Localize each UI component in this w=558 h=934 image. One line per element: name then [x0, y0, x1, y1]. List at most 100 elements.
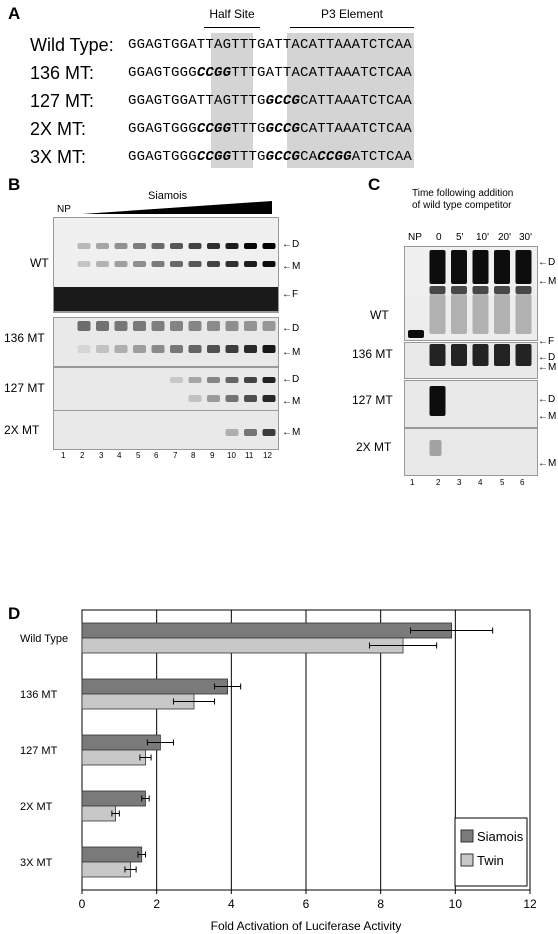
lane-numbers-b: 1 2 3 4 5 6 7 8 9 10 11 12: [53, 451, 277, 463]
band-m: [133, 261, 146, 267]
mark-c-wt-d: ←D: [538, 257, 556, 268]
row-label-b-136mt: 136 MT: [4, 331, 45, 345]
x-tick-label: 6: [303, 897, 310, 911]
band-d: [451, 250, 467, 284]
lane-number: 3: [99, 451, 104, 460]
gel-b-bands: [77, 243, 276, 436]
lane-number: 4: [117, 451, 122, 460]
lane-number: 10: [227, 451, 236, 460]
gel-b-127mt: [53, 367, 279, 411]
band-136m: [77, 345, 91, 353]
mark-b-wt-d: ←D: [282, 239, 300, 250]
category-label: Wild Type: [20, 633, 68, 645]
band-127: [170, 377, 183, 383]
band-127: [188, 377, 202, 383]
mark-c-127-m: ←M: [538, 411, 557, 422]
band-m: [188, 261, 202, 267]
band-136m: [262, 345, 276, 353]
lane-number: 1: [410, 478, 415, 487]
band-136m: [244, 345, 257, 353]
lane-number: 12: [263, 451, 272, 460]
band-136m: [170, 345, 183, 353]
smear: [494, 294, 510, 334]
mark-c-wt-f: ←F: [538, 336, 555, 347]
band-136: [244, 321, 257, 331]
band-127: [262, 377, 276, 383]
x-axis-label: Fold Activation of Luciferase Activity: [211, 919, 402, 933]
band-d: [96, 243, 109, 249]
gel-b-2xmt: [53, 410, 279, 450]
x-tick-label: 0: [79, 897, 86, 911]
band-d: [262, 243, 276, 249]
category-label: 2X MT: [20, 801, 53, 813]
row-label-c-136mt: 136 MT: [352, 347, 393, 361]
lane-number: 9: [210, 451, 215, 460]
lane-number: 2: [80, 451, 85, 460]
mark-c-2x-m: ←M: [538, 458, 557, 469]
band-m: [451, 286, 467, 294]
band-f: [408, 330, 424, 338]
bar-twin: [81, 805, 116, 822]
panel-letter-d: D: [8, 604, 21, 623]
band-136: [114, 321, 128, 331]
row-label-c-2xmt: 2X MT: [356, 440, 392, 454]
sequence-row: GGAGTGGATTAGTTTGATTACATTAAATCTCAA: [128, 37, 412, 53]
panel-c-title-line2: of wild type competitor: [412, 200, 512, 211]
seq-label-wild-type: Wild Type:: [30, 35, 114, 55]
mark-b-136-m: ←M: [282, 347, 301, 358]
row-label-b-2xmt: 2X MT: [4, 423, 40, 437]
band-127m: [207, 395, 220, 402]
band-136m: [188, 345, 202, 353]
band-m: [151, 261, 165, 267]
band-127: [244, 377, 257, 383]
lane-number: 8: [191, 451, 196, 460]
band-2x: [262, 429, 276, 436]
band-m: [207, 261, 220, 267]
x-tick-label: 4: [228, 897, 235, 911]
band-127: [429, 386, 446, 416]
x-tick-label: 10: [449, 897, 463, 911]
lane-number: 4: [478, 478, 483, 487]
seq-label-3xmt: 3X MT:: [30, 147, 87, 167]
gel-c-wt-lower: [404, 296, 538, 341]
band-136m: [151, 345, 165, 353]
band-m: [515, 286, 532, 294]
bar-twin: [81, 637, 404, 654]
row-label-b-127mt: 127 MT: [4, 381, 45, 395]
lane-number: 7: [173, 451, 178, 460]
band-2x: [244, 429, 257, 436]
band-136: [429, 344, 446, 366]
mark-c-127-d: ←D: [538, 394, 556, 405]
band-136: [225, 321, 239, 331]
bar-twin: [81, 749, 146, 766]
band-136: [170, 321, 183, 331]
band-m: [96, 261, 109, 267]
panel-c-title-line1: Time following addition: [412, 188, 514, 199]
mark-b-127-m: ←M: [282, 396, 301, 407]
mark-b-127-d: ←D: [282, 374, 300, 385]
mark-c-wt-m: ←M: [538, 276, 557, 287]
lane-header-np: NP: [408, 232, 422, 243]
siamois-gradient-wedge: [82, 201, 272, 214]
seq-label-127mt: 127 MT:: [30, 91, 95, 111]
sequence-row: GGAGTGGGCCGGTTTGATTACATTAAATCTCAA: [128, 65, 412, 81]
lane-number: 6: [154, 451, 159, 460]
x-tick-label: 12: [523, 897, 537, 911]
row-label-b-wt: WT: [30, 256, 49, 270]
band-d: [151, 243, 165, 249]
band-127m: [225, 395, 239, 402]
legend-swatch: [460, 853, 474, 867]
lane-numbers-c: 1 2 3 4 5 6: [404, 478, 536, 490]
gel-b-wt-free-band: [53, 287, 279, 312]
band-136: [451, 344, 467, 366]
band-127m: [244, 395, 257, 402]
band-136: [494, 344, 510, 366]
band-127: [225, 377, 239, 383]
lane-number: 1: [61, 451, 66, 460]
lane-number: 5: [136, 451, 141, 460]
band-2x: [429, 440, 442, 456]
bar-siamois: [81, 622, 453, 639]
band-136: [207, 321, 220, 331]
band-127: [207, 377, 220, 383]
band-m: [429, 286, 446, 294]
